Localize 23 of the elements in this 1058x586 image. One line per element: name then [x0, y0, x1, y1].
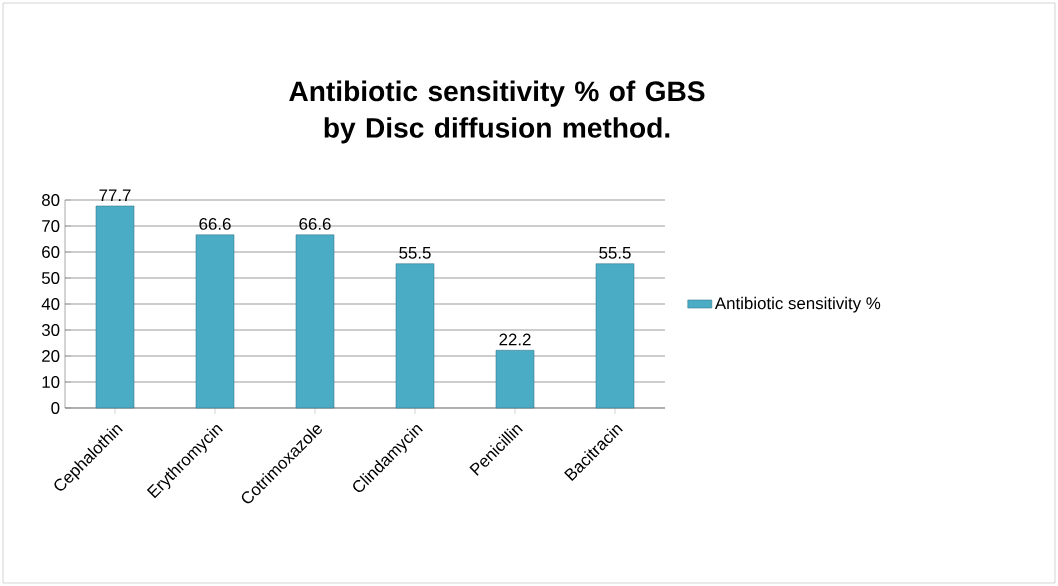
data-label: 66.6 — [299, 217, 331, 230]
y-tick-label: 30 — [41, 324, 60, 336]
data-label: 66.6 — [199, 217, 231, 230]
y-tick-label: 40 — [41, 298, 60, 310]
bar — [395, 263, 435, 409]
chart-title: Antibiotic sensitivity % of GBS by Disc diffusion method. — [289, 80, 705, 144]
legend-label: Antibiotic sensitivity % — [714, 296, 881, 313]
data-label: 55.5 — [399, 246, 431, 259]
y-tick-label: 10 — [42, 376, 60, 388]
data-label: 55.5 — [599, 246, 631, 259]
y-tick-label: 0 — [51, 402, 60, 414]
y-tick-label: 70 — [42, 220, 60, 232]
bar — [295, 234, 335, 409]
y-tick-label: 80 — [42, 194, 60, 206]
data-label: 22.2 — [499, 333, 531, 346]
bar — [95, 205, 135, 409]
data-label: 77.7 — [99, 189, 131, 202]
y-tick-label: 60 — [42, 246, 60, 258]
bar — [495, 350, 535, 409]
bar — [595, 263, 635, 409]
y-tick-label: 20 — [42, 350, 60, 362]
y-tick-label: 50 — [41, 272, 60, 284]
bar — [195, 234, 235, 409]
